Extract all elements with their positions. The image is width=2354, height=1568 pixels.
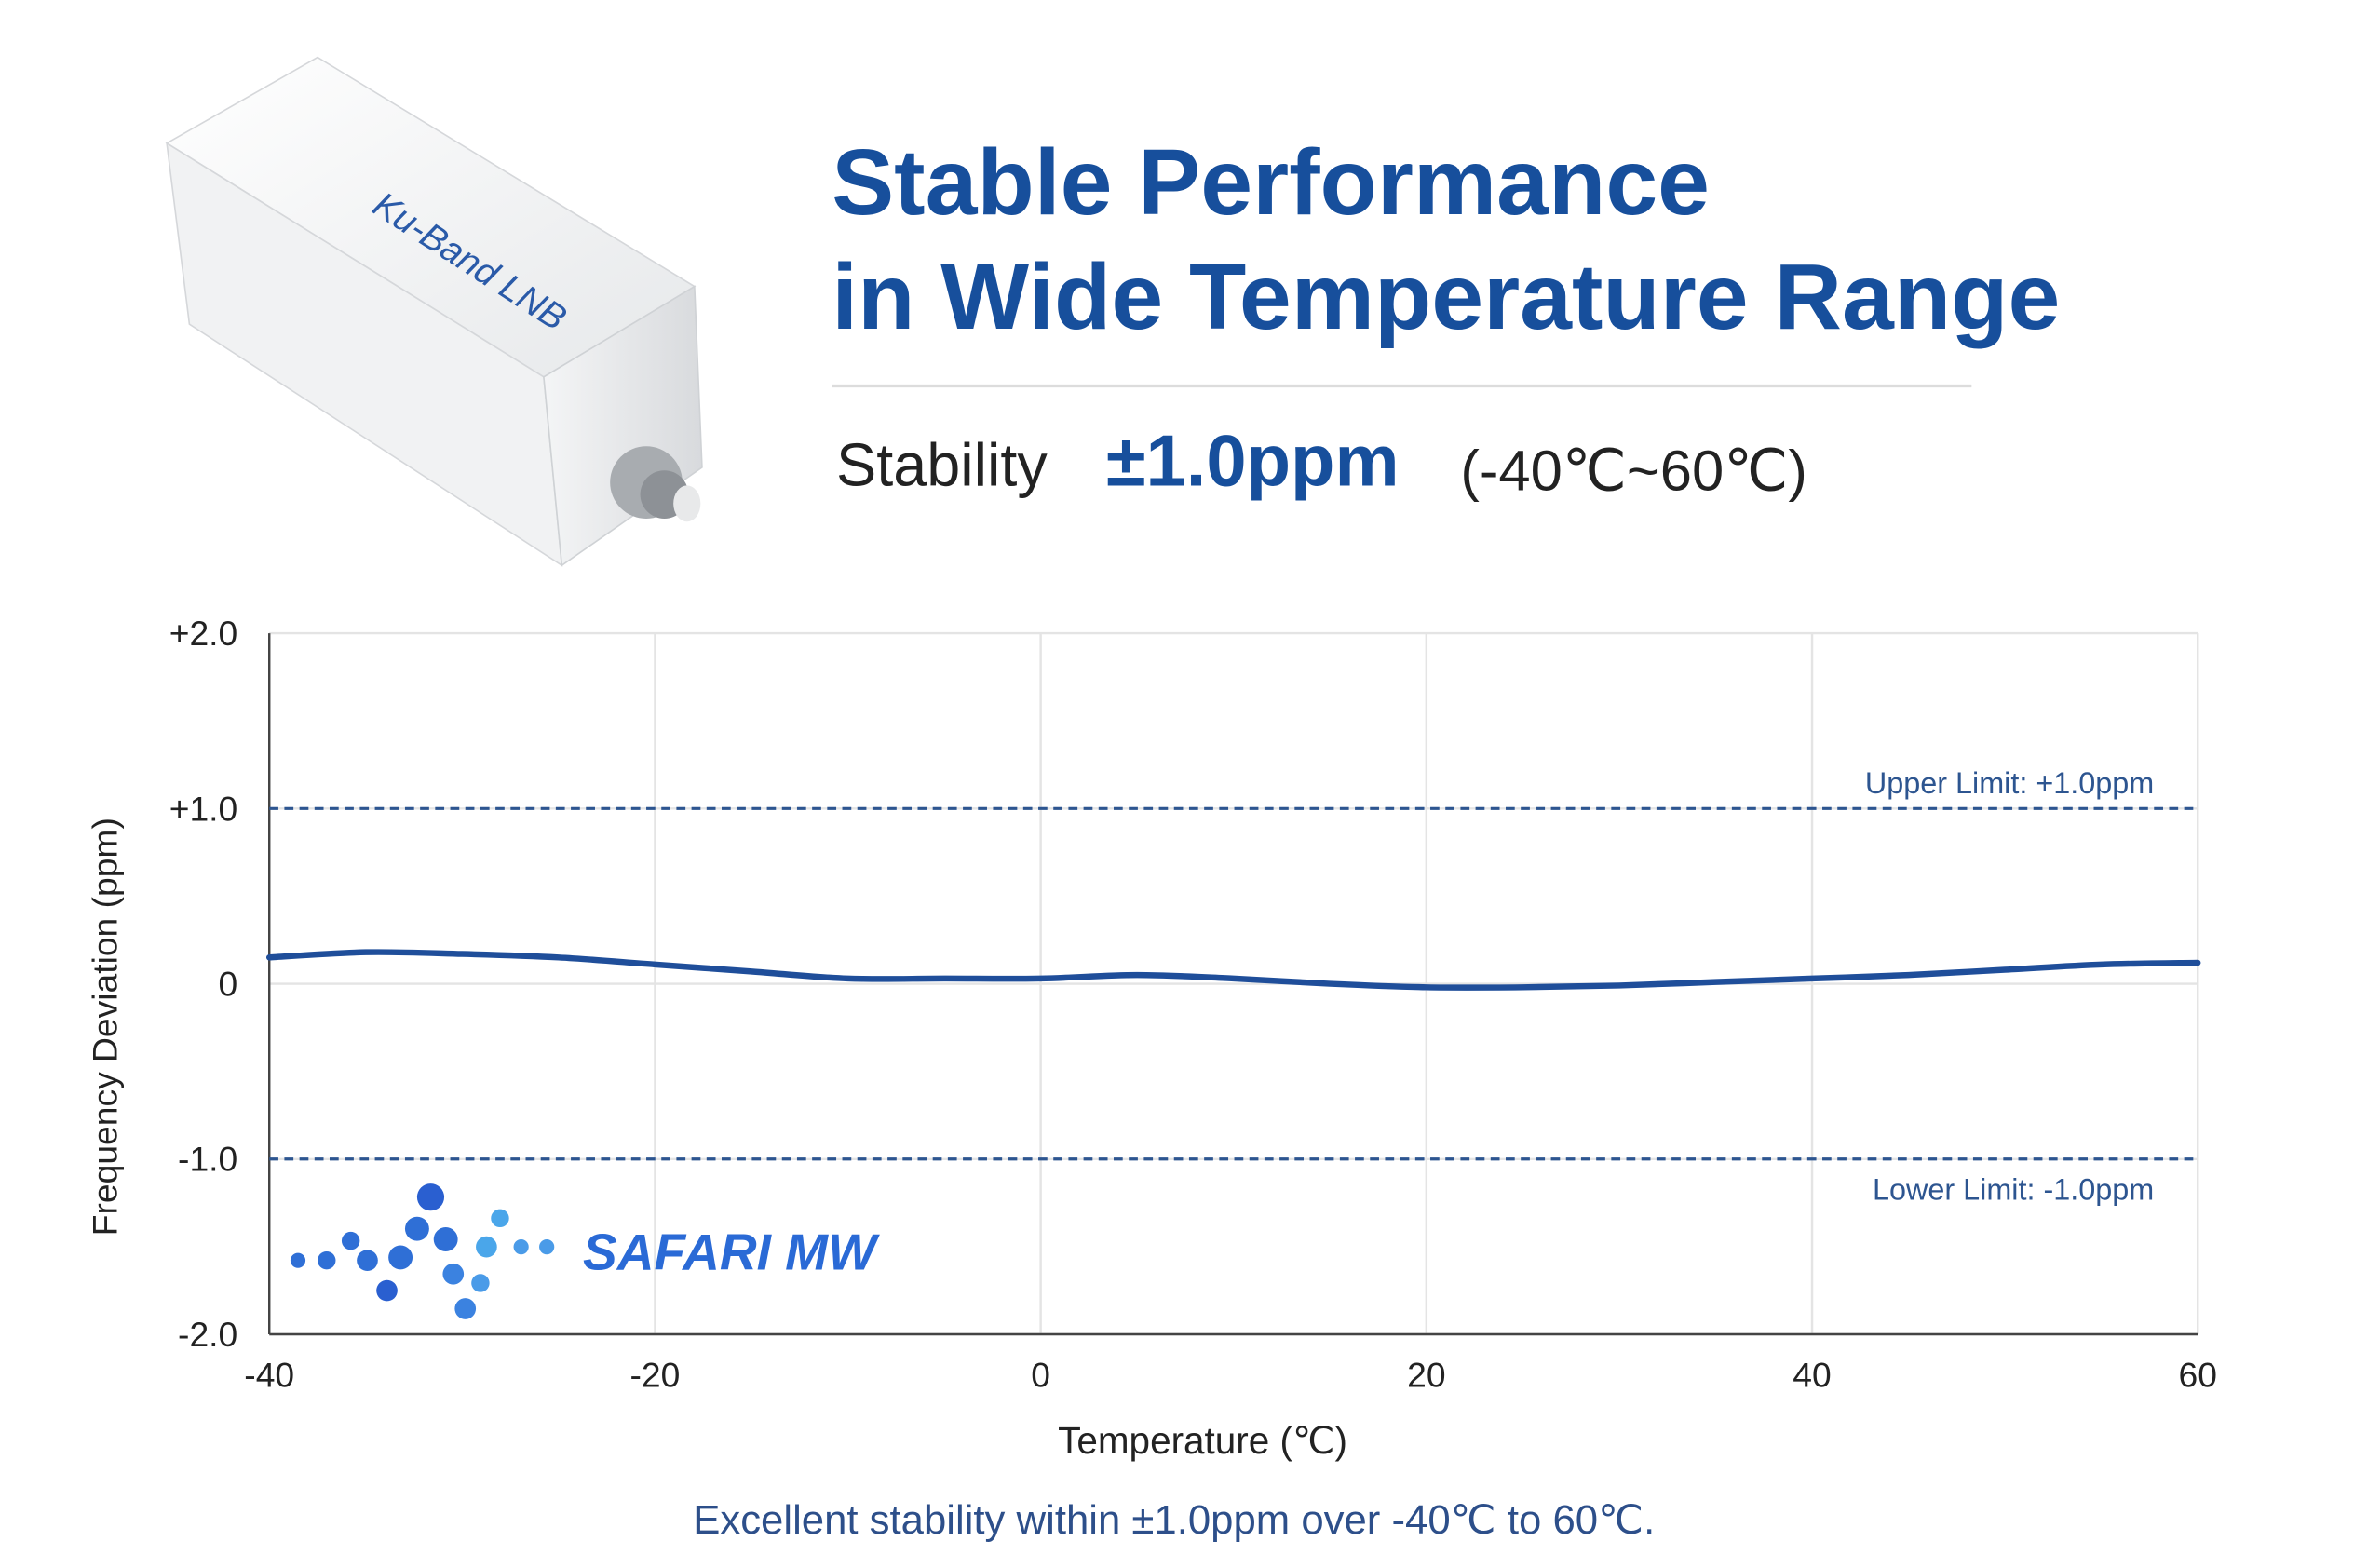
limit-label: Upper Limit: +1.0ppm xyxy=(1865,766,2154,800)
product-image: Ku-Band LNB xyxy=(165,56,703,567)
chart: +2.0 +1.0 0 -1.0 -2.0-40 -20 0 20 40 60 Temperatur… xyxy=(86,614,2217,1462)
stability-range: (-40℃~60℃) xyxy=(1460,439,1806,503)
title-line: Stable Performance xyxy=(832,130,1710,235)
y-tick-label: -2.0 xyxy=(178,1315,237,1354)
x-tick-label: 20 xyxy=(1407,1356,1445,1395)
y-tick-label: -1.0 xyxy=(178,1140,237,1179)
logo-text: SAFARI MW xyxy=(583,1223,880,1280)
y-tick-label: +2.0 xyxy=(169,614,238,653)
x-tick-label: -40 xyxy=(244,1356,294,1395)
stability-value: ±1.0ppm xyxy=(1106,421,1400,501)
title-line: in Wide Temperature Range xyxy=(832,245,2060,349)
limit-label: Lower Limit: -1.0ppm xyxy=(1873,1173,2154,1207)
x-axis-label: Temperature (℃) xyxy=(1058,1419,1347,1462)
data-line xyxy=(265,949,2201,991)
x-tick-label: 0 xyxy=(1031,1356,1050,1395)
logo: SAFARI MW xyxy=(290,1183,880,1319)
x-tick-label: 60 xyxy=(2179,1356,2217,1395)
x-tick-label: -20 xyxy=(630,1356,681,1395)
x-tick-label: 40 xyxy=(1793,1356,1831,1395)
y-axis-label: Frequency Deviation (ppm) xyxy=(86,818,125,1236)
y-tick-label: 0 xyxy=(219,965,238,1004)
stability-label: Stability xyxy=(836,430,1048,498)
caption: Excellent stability within ±1.0ppm over … xyxy=(693,1497,1655,1543)
y-tick-label: +1.0 xyxy=(169,789,238,828)
